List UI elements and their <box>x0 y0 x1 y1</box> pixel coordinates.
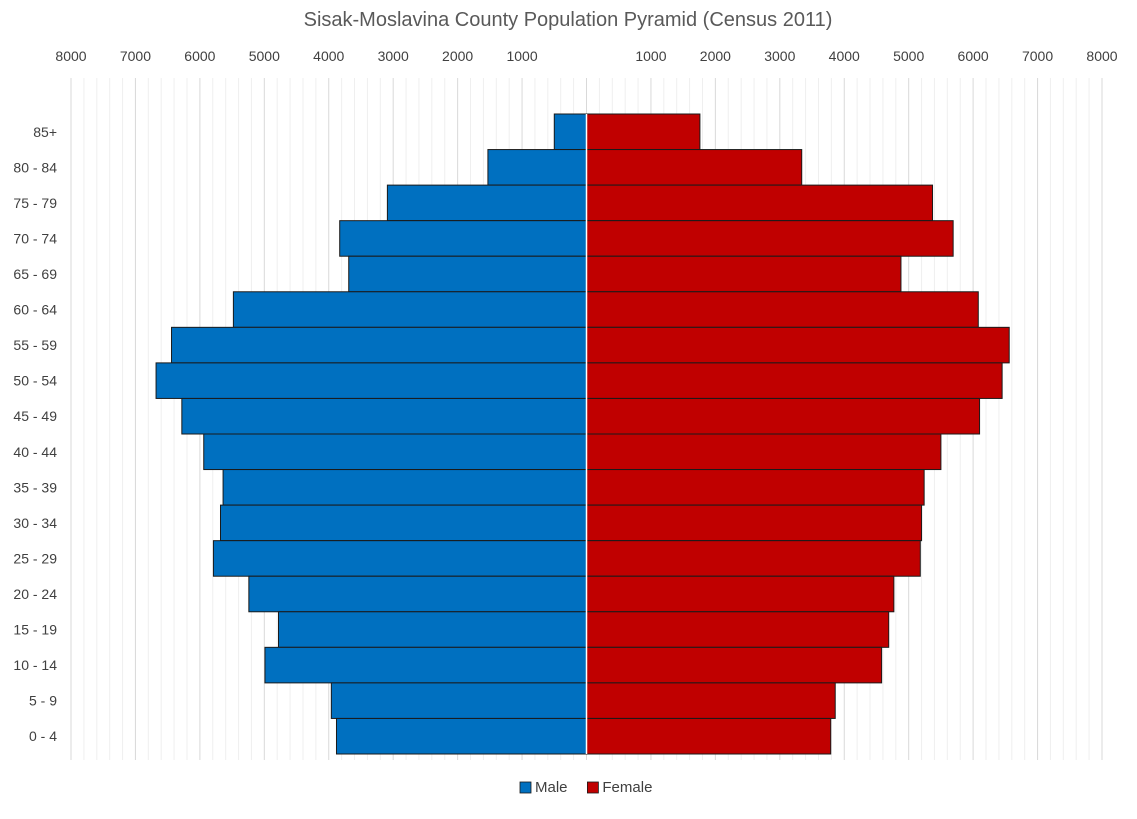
category-label: 10 - 14 <box>13 657 57 673</box>
legend-swatch-male <box>519 781 532 794</box>
category-label: 55 - 59 <box>13 337 57 353</box>
bar-male <box>212 540 588 577</box>
bar-female <box>586 575 895 613</box>
category-label: 15 - 19 <box>13 622 57 638</box>
bar-female <box>586 255 902 293</box>
y-axis-categories: 85+ 80 - 84 75 - 79 70 - 74 65 - 69 60 - 64 55… <box>13 124 57 744</box>
bar-male <box>171 326 588 364</box>
x-tick-label: 7000 <box>120 48 151 64</box>
bar-male <box>181 397 588 435</box>
bar-male <box>335 717 588 755</box>
legend-label-female: Female <box>602 779 652 796</box>
x-tick-label: 5000 <box>893 48 924 64</box>
category-label: 85+ <box>33 124 57 140</box>
bar-female <box>586 326 1010 364</box>
bar-male <box>386 184 587 222</box>
category-label: 5 - 9 <box>29 693 57 709</box>
bar-male <box>330 682 588 719</box>
x-tick-label: 7000 <box>1022 48 1053 64</box>
x-tick-label: 2000 <box>700 48 731 64</box>
bar-female <box>586 540 921 577</box>
category-label: 70 - 74 <box>13 230 57 246</box>
bar-male <box>348 255 587 293</box>
bar-female <box>586 362 1003 399</box>
category-label: 35 - 39 <box>13 479 57 495</box>
bar-male <box>487 149 587 186</box>
category-label: 45 - 49 <box>13 408 57 424</box>
x-tick-label: 1000 <box>635 48 666 64</box>
bar-male <box>248 575 587 613</box>
bars <box>155 113 1010 755</box>
x-tick-label: 4000 <box>313 48 344 64</box>
bar-male <box>222 469 587 506</box>
bar-female <box>586 469 925 506</box>
x-axis-ticks: 8000 7000 6000 5000 4000 3000 2000 1000 1000 2000… <box>55 48 1117 64</box>
category-label: 80 - 84 <box>13 159 57 175</box>
legend-label-male: Male <box>535 779 568 796</box>
x-tick-label: 8000 <box>55 48 86 64</box>
bar-male <box>219 504 587 542</box>
x-tick-label: 3000 <box>378 48 409 64</box>
bar-female <box>586 717 832 755</box>
bar-male <box>277 611 587 648</box>
bar-female <box>586 149 803 186</box>
bar-female <box>586 433 942 471</box>
bar-female <box>586 682 836 719</box>
category-label: 65 - 69 <box>13 266 57 282</box>
x-tick-label: 1000 <box>506 48 537 64</box>
x-tick-label: 3000 <box>764 48 795 64</box>
bar-male <box>232 291 587 328</box>
category-label: 30 - 34 <box>13 515 57 531</box>
bar-male <box>203 433 588 471</box>
x-tick-label: 2000 <box>442 48 473 64</box>
bar-male <box>339 220 587 257</box>
bar-male <box>155 362 587 399</box>
bar-female <box>586 646 883 684</box>
bar-female <box>586 397 981 435</box>
x-tick-label: 6000 <box>958 48 989 64</box>
bar-female <box>586 291 979 328</box>
bar-female <box>586 611 890 648</box>
bar-male <box>264 646 587 684</box>
category-label: 0 - 4 <box>29 728 57 744</box>
category-label: 25 - 29 <box>13 550 57 566</box>
bar-female <box>586 220 954 257</box>
bar-female <box>586 504 923 542</box>
bar-female <box>586 184 934 222</box>
bar-female <box>586 113 701 151</box>
category-label: 50 - 54 <box>13 373 57 389</box>
category-label: 75 - 79 <box>13 195 57 211</box>
chart-title: Sisak-Moslavina County Population Pyrami… <box>304 9 833 31</box>
bar-male <box>553 113 587 151</box>
x-tick-label: 5000 <box>249 48 280 64</box>
x-tick-label: 8000 <box>1086 48 1117 64</box>
category-label: 40 - 44 <box>13 444 57 460</box>
category-label: 60 - 64 <box>13 302 57 318</box>
legend: Male Female <box>519 779 652 796</box>
legend-swatch-female <box>587 781 599 794</box>
x-tick-label: 4000 <box>829 48 860 64</box>
category-label: 20 - 24 <box>13 586 57 602</box>
x-tick-label: 6000 <box>184 48 215 64</box>
